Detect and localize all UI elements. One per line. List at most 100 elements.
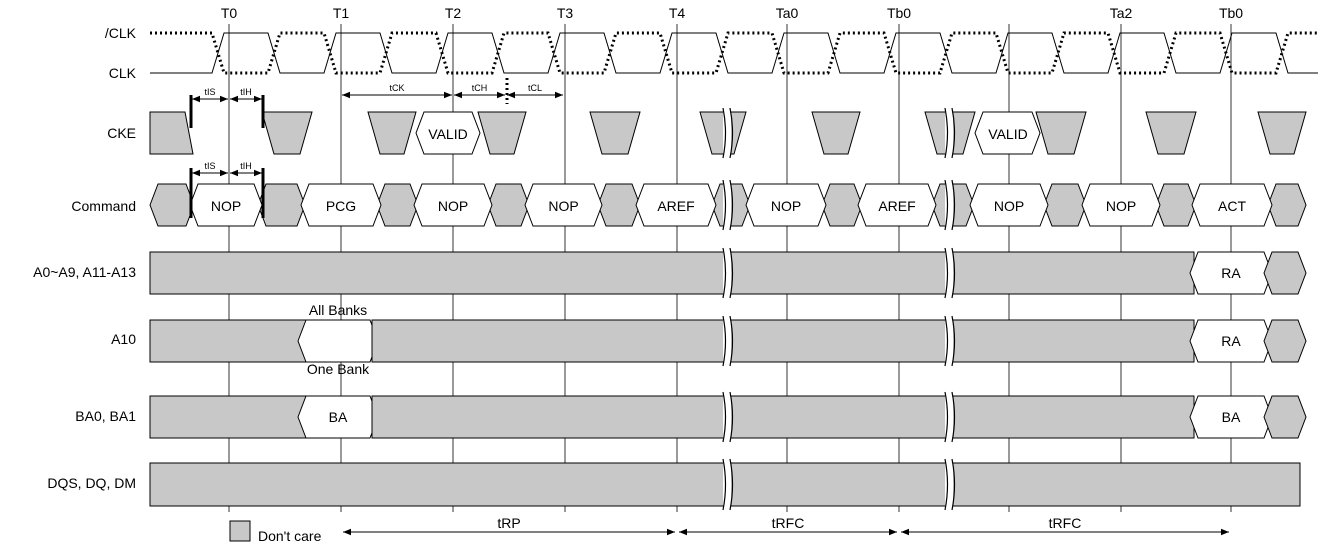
break-mark xyxy=(722,391,727,443)
bus-cell xyxy=(635,183,717,227)
bus-cell xyxy=(1267,183,1307,227)
cke-dont-care xyxy=(1035,111,1087,155)
bus-cell xyxy=(376,183,419,227)
break-mark xyxy=(951,458,956,511)
break-mark xyxy=(944,315,949,367)
command-label: NOP xyxy=(771,198,801,214)
bus-cell xyxy=(413,183,493,227)
cke-dont-care xyxy=(149,111,194,155)
break-mark xyxy=(951,247,956,299)
command-label: AREF xyxy=(657,198,694,214)
clock-label: T2 xyxy=(445,5,462,21)
break-mark xyxy=(951,315,956,367)
bus-cell xyxy=(597,183,641,227)
break-mark xyxy=(951,179,956,231)
a10-label: A10 xyxy=(111,331,136,347)
bus-cell xyxy=(487,183,530,227)
break-mark xyxy=(722,179,727,231)
break-mark xyxy=(723,108,731,158)
bus-cell xyxy=(974,111,1041,155)
break-mark xyxy=(951,107,956,159)
tis-label: tIS xyxy=(204,87,215,97)
bus-cell xyxy=(149,183,195,227)
bus-cell xyxy=(1263,319,1307,363)
break-mark xyxy=(945,248,953,298)
clock-label: T1 xyxy=(333,5,350,21)
a10-value: RA xyxy=(1221,333,1241,349)
clock-label: Ta0 xyxy=(776,5,799,21)
cke-dont-care xyxy=(261,111,313,155)
cke-valid-label: VALID xyxy=(428,126,467,142)
cke-dont-care xyxy=(367,111,417,155)
bus-cell xyxy=(524,183,603,227)
cke-dont-care xyxy=(1257,111,1307,155)
break-mark xyxy=(723,316,731,366)
bus-cell xyxy=(1043,183,1087,227)
ba-label: BA0, BA1 xyxy=(75,408,136,424)
break-mark xyxy=(945,316,953,366)
clock-label: T4 xyxy=(669,5,686,21)
break-mark xyxy=(729,107,734,159)
clock-label: T0 xyxy=(221,5,238,21)
clk-n-label: /CLK xyxy=(105,25,137,41)
dont-care-label: Don't care xyxy=(258,528,322,544)
bus-cell xyxy=(745,183,827,227)
addr-label: A0~A9, A11-A13 xyxy=(33,264,136,280)
bus-cell xyxy=(1081,183,1161,227)
bus-cell xyxy=(1191,183,1273,227)
legend: Don't care xyxy=(229,520,322,544)
dont-care-region xyxy=(149,395,307,439)
bus-cell xyxy=(969,183,1049,227)
break-mark xyxy=(722,315,727,367)
break-mark xyxy=(723,180,731,230)
waveforms: T0 T1 T2 T3 T4 Ta0 Tb0 Ta2 Tb0 VALID VALID NOP PCG NO… xyxy=(149,5,1318,536)
break-mark xyxy=(722,458,727,511)
cke-valid-label: VALID xyxy=(988,126,1027,142)
ba-value: BA xyxy=(1222,409,1241,425)
dqs-label: DQS, DQ, DM xyxy=(47,475,136,491)
command-label: NOP xyxy=(548,198,578,214)
tih-cmd-label: tIH xyxy=(240,161,252,171)
break-mark xyxy=(944,179,949,231)
tih-label: tIH xyxy=(240,87,252,97)
one-bank-note: One Bank xyxy=(307,361,370,377)
break-mark xyxy=(944,391,949,443)
break-mark xyxy=(729,179,734,231)
trp-label: tRP xyxy=(497,515,520,531)
dont-care-region xyxy=(371,395,1195,439)
trfc-label: tRFC xyxy=(772,515,805,531)
break-mark xyxy=(729,458,734,511)
signal-labels: /CLK CLK CKE Command A0~A9, A11-A13 A10 … xyxy=(33,25,137,491)
command-label: NOP xyxy=(994,198,1024,214)
command-label: NOP xyxy=(1106,198,1136,214)
bus-cell xyxy=(821,183,863,227)
clk-waveform xyxy=(150,32,1318,74)
cke-dont-care xyxy=(811,111,861,155)
command-label: NOP xyxy=(211,198,241,214)
tis-cmd-label: tIS xyxy=(204,161,215,171)
cke-label: CKE xyxy=(107,125,136,141)
break-mark xyxy=(944,247,949,299)
command-label: Command xyxy=(71,198,136,214)
ba-value: BA xyxy=(329,409,348,425)
break-mark xyxy=(945,108,953,158)
bus-cell xyxy=(1263,395,1307,439)
trfc-label: tRFC xyxy=(1049,515,1082,531)
all-banks-note: All Banks xyxy=(309,302,367,318)
bus-cell xyxy=(300,183,382,227)
cke-dont-care xyxy=(1145,111,1197,155)
clk-label: CLK xyxy=(109,65,137,81)
command-label: AREF xyxy=(878,198,915,214)
bus-cell xyxy=(257,183,306,227)
break-mark xyxy=(729,391,734,443)
break-mark xyxy=(723,392,731,442)
cke-dont-care xyxy=(477,111,527,155)
clock-label: T3 xyxy=(557,5,574,21)
break-mark xyxy=(945,392,953,442)
clock-label: Ta2 xyxy=(1110,5,1133,21)
break-mark xyxy=(944,458,949,511)
tck-label: tCK xyxy=(389,83,404,93)
cke-dont-care xyxy=(589,111,641,155)
bus-cell xyxy=(297,319,379,363)
